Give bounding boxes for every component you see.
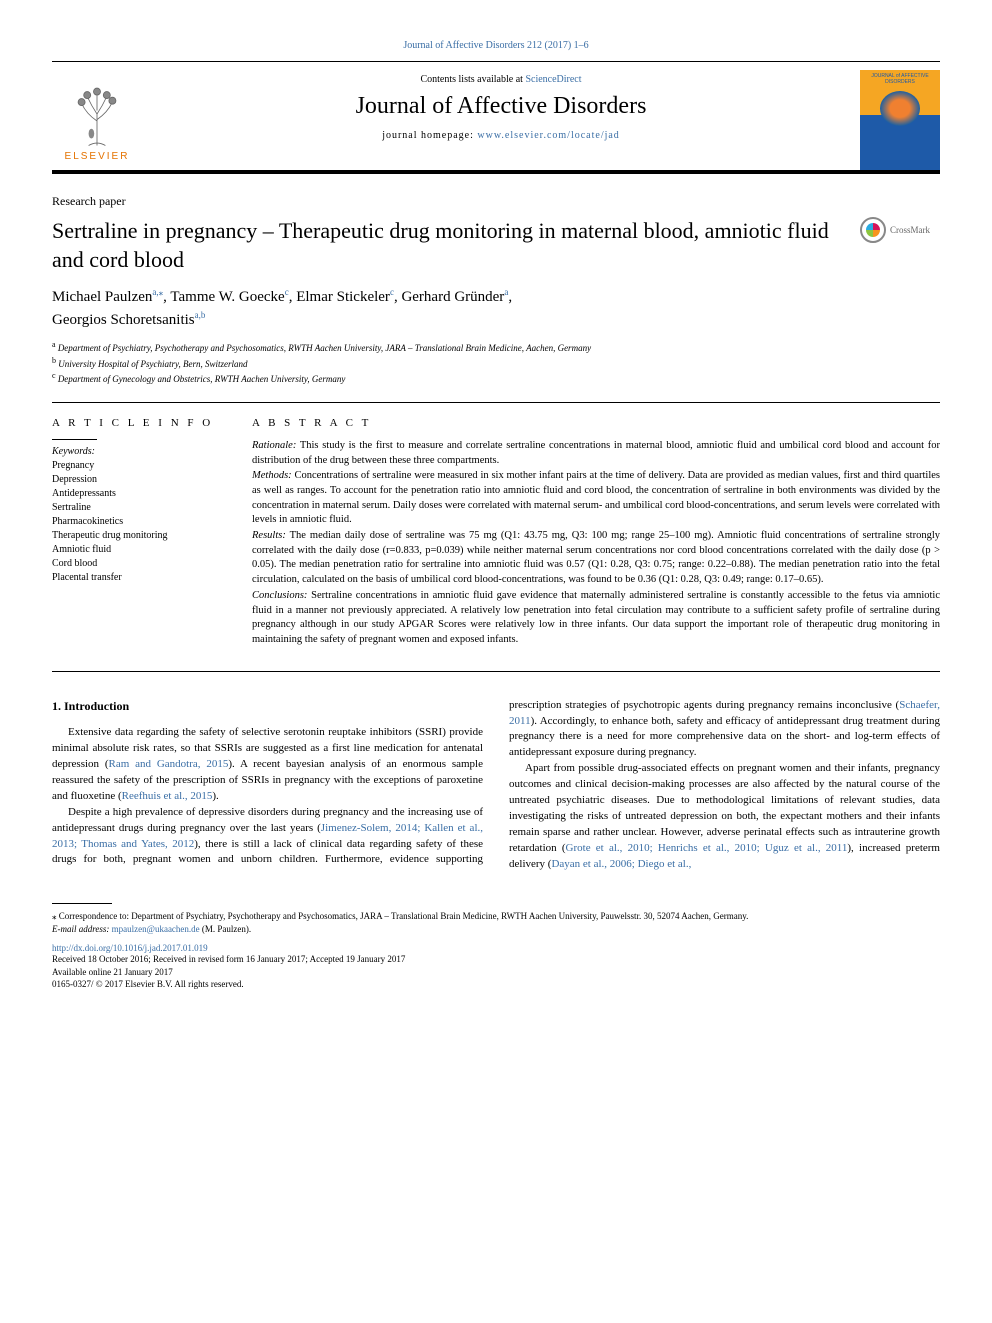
contents-available-line: Contents lists available at ScienceDirec… bbox=[142, 74, 860, 85]
copyright-line: 0165-0327/ © 2017 Elsevier B.V. All righ… bbox=[52, 978, 940, 991]
keyword: Depression bbox=[52, 473, 232, 487]
email-link[interactable]: mpaulzen@ukaachen.de bbox=[112, 924, 200, 934]
journal-homepage-line: journal homepage: www.elsevier.com/locat… bbox=[142, 130, 860, 141]
journal-header: ELSEVIER Contents lists available at Sci… bbox=[52, 61, 940, 174]
body-paragraph: Apart from possible drug-associated effe… bbox=[509, 761, 940, 873]
article-title: Sertraline in pregnancy – Therapeutic dr… bbox=[52, 217, 850, 274]
received-line: Received 18 October 2016; Received in re… bbox=[52, 953, 940, 966]
journal-cover-thumbnail: JOURNAL of AFFECTIVE DISORDERS bbox=[860, 70, 940, 170]
conclusions-text: Sertraline concentrations in amniotic fl… bbox=[252, 590, 940, 645]
title-row: Sertraline in pregnancy – Therapeutic dr… bbox=[52, 217, 940, 274]
abstract-heading: A B S T R A C T bbox=[252, 417, 940, 429]
citation-link[interactable]: Grote et al., 2010; Henrichs et al., 201… bbox=[566, 842, 848, 854]
body-text-span: ). bbox=[212, 790, 218, 802]
footnote-separator bbox=[52, 903, 112, 904]
results-text: The median daily dose of sertraline was … bbox=[252, 530, 940, 585]
keyword: Pregnancy bbox=[52, 459, 232, 473]
article-history: Received 18 October 2016; Received in re… bbox=[52, 953, 940, 991]
rationale-text: This study is the first to measure and c… bbox=[252, 440, 940, 466]
methods-text: Concentrations of sertraline were measur… bbox=[252, 470, 940, 525]
crossmark-icon bbox=[860, 217, 886, 243]
cover-brain-icon bbox=[880, 91, 920, 126]
email-suffix: (M. Paulzen). bbox=[200, 924, 252, 934]
sciencedirect-link[interactable]: ScienceDirect bbox=[525, 74, 581, 85]
elsevier-tree-icon bbox=[62, 79, 132, 149]
article-type: Research paper bbox=[52, 194, 940, 209]
email-label: E-mail address: bbox=[52, 924, 112, 934]
section-heading-introduction: 1. Introduction bbox=[52, 698, 483, 715]
keyword: Sertraline bbox=[52, 501, 232, 515]
contents-prefix: Contents lists available at bbox=[420, 74, 525, 85]
citation-link[interactable]: Ram and Gandotra, 2015 bbox=[109, 758, 229, 770]
keyword: Pharmacokinetics bbox=[52, 515, 232, 529]
keyword: Cord blood bbox=[52, 557, 232, 571]
author-3: Elmar Stickeler bbox=[296, 289, 390, 305]
authors-list: Michael Paulzena,⁎, Tamme W. Goeckec, El… bbox=[52, 286, 940, 331]
body-text: 1. Introduction Extensive data regarding… bbox=[52, 698, 940, 873]
author-2: Tamme W. Goecke bbox=[170, 289, 284, 305]
author-4: Gerhard Gründer bbox=[401, 289, 504, 305]
keyword: Therapeutic drug monitoring bbox=[52, 529, 232, 543]
journal-reference: Journal of Affective Disorders 212 (2017… bbox=[52, 40, 940, 51]
homepage-prefix: journal homepage: bbox=[382, 130, 477, 141]
info-abstract-section: A R T I C L E I N F O Keywords: Pregnanc… bbox=[52, 402, 940, 672]
publisher-name: ELSEVIER bbox=[65, 151, 130, 162]
affiliation-c-text: Department of Gynecology and Obstetrics,… bbox=[58, 374, 346, 384]
body-text-span: Apart from possible drug-associated effe… bbox=[509, 762, 940, 854]
doi-link[interactable]: http://dx.doi.org/10.1016/j.jad.2017.01.… bbox=[52, 943, 940, 953]
correspondence-footnote: ⁎ Correspondence to: Department of Psych… bbox=[52, 910, 940, 923]
info-divider bbox=[52, 439, 97, 440]
body-paragraph: Extensive data regarding the safety of s… bbox=[52, 725, 483, 805]
rationale-label: Rationale: bbox=[252, 440, 296, 451]
affiliation-b-text: University Hospital of Psychiatry, Bern,… bbox=[58, 359, 247, 369]
cover-title: JOURNAL of AFFECTIVE DISORDERS bbox=[864, 74, 936, 85]
affiliations: a Department of Psychiatry, Psychotherap… bbox=[52, 339, 940, 386]
author-5: Georgios Schoretsanitis bbox=[52, 312, 195, 328]
affiliation-a-text: Department of Psychiatry, Psychotherapy … bbox=[58, 343, 591, 353]
affiliation-b: b University Hospital of Psychiatry, Ber… bbox=[52, 355, 940, 371]
abstract-text: Rationale: This study is the first to me… bbox=[252, 439, 940, 648]
methods-label: Methods: bbox=[252, 470, 292, 481]
keyword: Placental transfer bbox=[52, 571, 232, 585]
email-footnote: E-mail address: mpaulzen@ukaachen.de (M.… bbox=[52, 923, 940, 936]
citation-link[interactable]: Dayan et al., 2006; Diego et al., bbox=[551, 858, 691, 870]
keywords-label: Keywords: bbox=[52, 446, 232, 457]
crossmark-label: CrossMark bbox=[890, 225, 930, 235]
author-4-affiliation: a bbox=[504, 287, 508, 297]
body-text-span: ). Accordingly, to enhance both, safety … bbox=[509, 715, 940, 759]
footnotes: ⁎ Correspondence to: Department of Psych… bbox=[52, 910, 940, 935]
affiliation-a: a Department of Psychiatry, Psychotherap… bbox=[52, 339, 940, 355]
author-1: Michael Paulzen bbox=[52, 289, 152, 305]
header-center: Contents lists available at ScienceDirec… bbox=[142, 70, 860, 170]
affiliation-c: c Department of Gynecology and Obstetric… bbox=[52, 370, 940, 386]
crossmark-badge[interactable]: CrossMark bbox=[860, 217, 940, 243]
journal-name: Journal of Affective Disorders bbox=[142, 93, 860, 120]
keyword: Amniotic fluid bbox=[52, 543, 232, 557]
author-5-affiliation: a,b bbox=[195, 310, 206, 320]
author-1-corresponding: ⁎ bbox=[159, 287, 164, 297]
publisher-logo: ELSEVIER bbox=[52, 70, 142, 170]
citation-link[interactable]: Reefhuis et al., 2015 bbox=[122, 790, 213, 802]
article-info-heading: A R T I C L E I N F O bbox=[52, 417, 232, 429]
abstract-column: A B S T R A C T Rationale: This study is… bbox=[252, 403, 940, 649]
body-text-span: tropic agents during pregnancy remains i… bbox=[655, 699, 900, 711]
author-2-affiliation: c bbox=[285, 287, 289, 297]
author-3-affiliation: c bbox=[390, 287, 394, 297]
keyword: Antidepressants bbox=[52, 487, 232, 501]
available-line: Available online 21 January 2017 bbox=[52, 966, 940, 979]
journal-homepage-link[interactable]: www.elsevier.com/locate/jad bbox=[477, 130, 619, 141]
results-label: Results: bbox=[252, 530, 286, 541]
article-info-column: A R T I C L E I N F O Keywords: Pregnanc… bbox=[52, 403, 252, 649]
conclusions-label: Conclusions: bbox=[252, 590, 307, 601]
keywords-list: Pregnancy Depression Antidepressants Ser… bbox=[52, 459, 232, 585]
